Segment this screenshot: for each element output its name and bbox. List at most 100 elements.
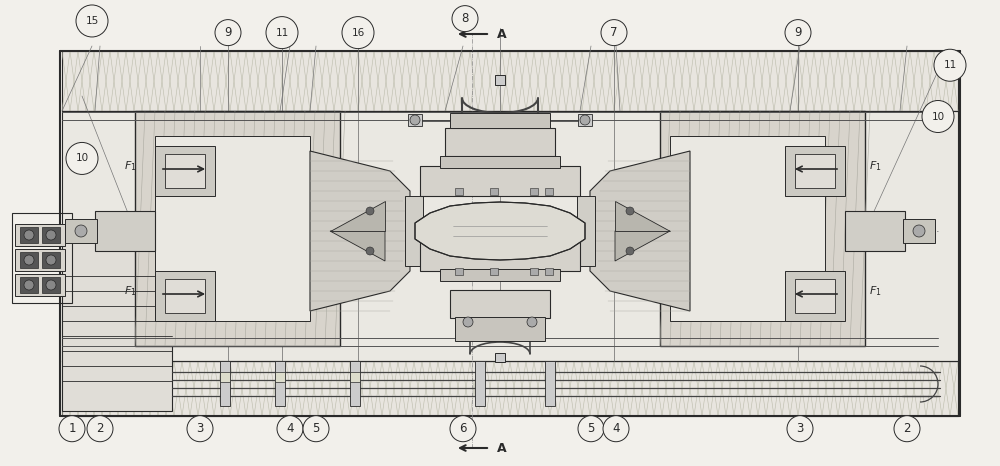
Text: 9: 9 [224,26,232,39]
Bar [350,361,360,406]
Bar [475,361,485,406]
Polygon shape [330,231,385,261]
Bar [545,361,555,406]
Bar [15,249,65,271]
Circle shape [578,416,604,442]
Text: 5: 5 [312,422,320,435]
Text: 3: 3 [196,422,204,435]
Bar [903,219,935,243]
Bar [545,268,553,275]
Text: 8: 8 [461,12,469,25]
Bar [670,136,825,321]
Bar [450,113,550,128]
Circle shape [626,247,634,255]
Polygon shape [330,201,385,231]
Polygon shape [615,231,670,261]
Bar [660,111,865,346]
Bar [455,188,463,195]
Bar [62,241,172,411]
Text: 16: 16 [351,27,365,38]
Circle shape [87,416,113,442]
Bar [577,196,595,266]
Bar [20,277,38,293]
Circle shape [266,17,298,48]
Bar [62,51,958,111]
Bar [42,277,60,293]
Bar [490,188,498,195]
Bar [65,219,97,243]
Circle shape [922,101,954,132]
Bar [220,361,230,406]
Bar [135,111,340,346]
Circle shape [46,255,56,265]
Bar [20,252,38,268]
Bar [165,154,205,188]
Circle shape [626,207,634,215]
Bar [785,271,845,321]
Bar [405,196,423,266]
Bar [15,274,65,296]
Polygon shape [615,201,670,231]
Bar [455,268,463,275]
Text: $F_1$: $F_1$ [869,284,881,298]
Bar [420,241,580,271]
Circle shape [59,416,85,442]
Circle shape [76,5,108,37]
Circle shape [450,416,476,442]
Bar [350,372,360,382]
Circle shape [303,416,329,442]
Text: A: A [497,441,507,454]
Circle shape [366,207,374,215]
Bar [155,136,310,321]
Text: 9: 9 [794,26,802,39]
Text: 11: 11 [275,27,289,38]
Bar [62,111,958,361]
Bar [155,271,215,321]
Bar [95,211,155,251]
Text: 2: 2 [96,422,104,435]
Circle shape [24,255,34,265]
Bar [495,75,505,85]
Text: 7: 7 [610,26,618,39]
Circle shape [785,20,811,46]
Text: 5: 5 [587,422,595,435]
Bar [455,317,545,341]
Bar [165,279,205,313]
Circle shape [527,317,537,327]
Text: A: A [497,27,507,41]
Circle shape [463,317,473,327]
Text: $F_1$: $F_1$ [124,284,136,298]
Circle shape [452,6,478,32]
Bar [578,114,592,126]
Circle shape [342,17,374,48]
Polygon shape [415,202,585,260]
Text: 3: 3 [796,422,804,435]
Bar [275,372,285,382]
Circle shape [46,230,56,240]
Circle shape [603,416,629,442]
Text: 15: 15 [85,16,99,26]
Text: 1: 1 [68,422,76,435]
Circle shape [787,416,813,442]
Bar [42,227,60,243]
Bar [545,188,553,195]
Bar [490,268,498,275]
Bar [440,156,560,168]
Circle shape [410,115,420,125]
Circle shape [215,20,241,46]
Bar [408,114,422,126]
Bar [420,166,580,196]
Bar [530,268,538,275]
Bar [275,361,285,406]
Text: $F_1$: $F_1$ [869,159,881,173]
Bar [795,154,835,188]
Bar [20,227,38,243]
Circle shape [934,49,966,81]
Bar [15,224,65,246]
Circle shape [601,20,627,46]
Text: 10: 10 [75,153,89,164]
Text: 10: 10 [931,111,945,122]
Circle shape [187,416,213,442]
Bar [445,128,555,156]
Circle shape [580,115,590,125]
